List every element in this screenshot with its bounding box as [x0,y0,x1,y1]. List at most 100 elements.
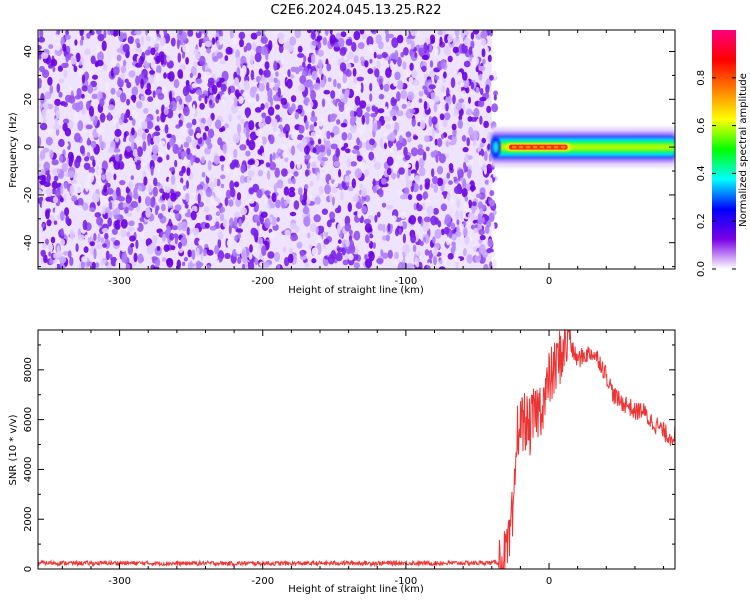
noise-speckle [169,90,173,102]
noise-speckle [473,227,479,234]
colorbar-tick-label: 0.8 [696,70,707,86]
noise-speckle [182,44,190,53]
noise-speckle [319,66,323,75]
noise-speckle [349,229,353,236]
noise-speckle [83,71,89,81]
noise-speckle [250,227,258,236]
noise-speckle [376,54,383,59]
noise-speckle [485,84,490,94]
noise-speckle [145,30,149,36]
noise-speckle [454,250,458,260]
noise-speckle [399,135,403,143]
noise-speckle [187,249,192,258]
noise-speckle [492,209,497,216]
noise-speckle [387,249,393,259]
noise-speckle [127,226,135,232]
noise-speckle [284,229,291,236]
snr-x-ticks: -300 -200 -100 0 [61,330,665,587]
y-tick-label: -20 [23,187,34,203]
noise-speckle [77,120,84,132]
noise-speckle [402,233,406,244]
noise-speckle [209,254,216,262]
noise-speckle [447,191,451,202]
noise-speckle [418,217,422,225]
noise-speckle [335,147,341,158]
noise-speckle [326,130,331,140]
noise-speckle [151,144,159,155]
noise-speckle [436,177,444,187]
noise-speckle [48,244,54,251]
noise-speckle [38,59,41,66]
noise-speckle [160,112,166,123]
noise-speckle [489,252,496,257]
noise-speckle [432,176,439,185]
noise-speckle [378,187,383,198]
noise-speckle [199,102,205,110]
noise-speckle [316,171,320,182]
noise-speckle [49,149,54,159]
noise-speckle [125,263,131,269]
noise-speckle [58,78,65,84]
noise-speckle [402,244,410,254]
noise-speckle [260,46,268,56]
noise-speckle [120,92,127,103]
noise-speckle [268,199,272,205]
noise-speckle [489,30,494,37]
noise-speckle [455,210,460,220]
noise-speckle [205,214,209,221]
noise-speckle [233,181,240,188]
noise-speckle [205,222,210,229]
noise-speckle [42,69,50,79]
noise-speckle [439,36,443,46]
noise-speckle [50,236,56,244]
noise-speckle [105,182,111,188]
noise-speckle [156,246,161,251]
noise-speckle [440,91,446,98]
signal-peak-dot [560,145,566,149]
noise-speckle [493,90,498,96]
noise-speckle [343,55,348,61]
noise-speckle [110,57,117,69]
noise-speckle [372,122,378,133]
noise-speckle [457,119,463,129]
noise-speckle [142,47,146,53]
noise-speckle [248,187,255,195]
noise-speckle [170,192,177,202]
noise-speckle [170,37,176,47]
noise-speckle [62,101,68,107]
noise-speckle [451,241,456,247]
noise-speckle [373,51,377,59]
noise-speckle [460,81,465,88]
noise-speckle [178,30,183,36]
noise-speckle [240,89,244,95]
noise-speckle [340,31,347,38]
noise-speckle [353,55,359,64]
noise-speckle [64,207,70,217]
noise-speckle [311,40,318,46]
noise-speckle [308,104,312,113]
noise-speckle [128,220,135,227]
noise-speckle [186,167,191,177]
noise-speckle [73,65,78,73]
noise-speckle [409,62,414,71]
noise-speckle [417,144,423,150]
noise-speckle [90,55,96,65]
noise-speckle [210,195,215,206]
noise-speckle [385,67,392,78]
noise-speckle [254,107,262,113]
noise-speckle [309,124,315,131]
noise-speckle [247,170,255,178]
noise-speckle [464,235,470,246]
noise-speckle [462,147,469,153]
noise-speckle [434,138,438,146]
noise-speckle [302,61,306,68]
noise-speckle [233,148,238,159]
noise-speckle [443,226,450,235]
noise-speckle [425,265,431,269]
noise-speckle [100,259,106,266]
noise-speckle [311,53,316,65]
noise-speckle [289,74,295,79]
noise-speckle [168,218,172,226]
noise-speckle [186,226,190,236]
noise-speckle [322,37,328,46]
